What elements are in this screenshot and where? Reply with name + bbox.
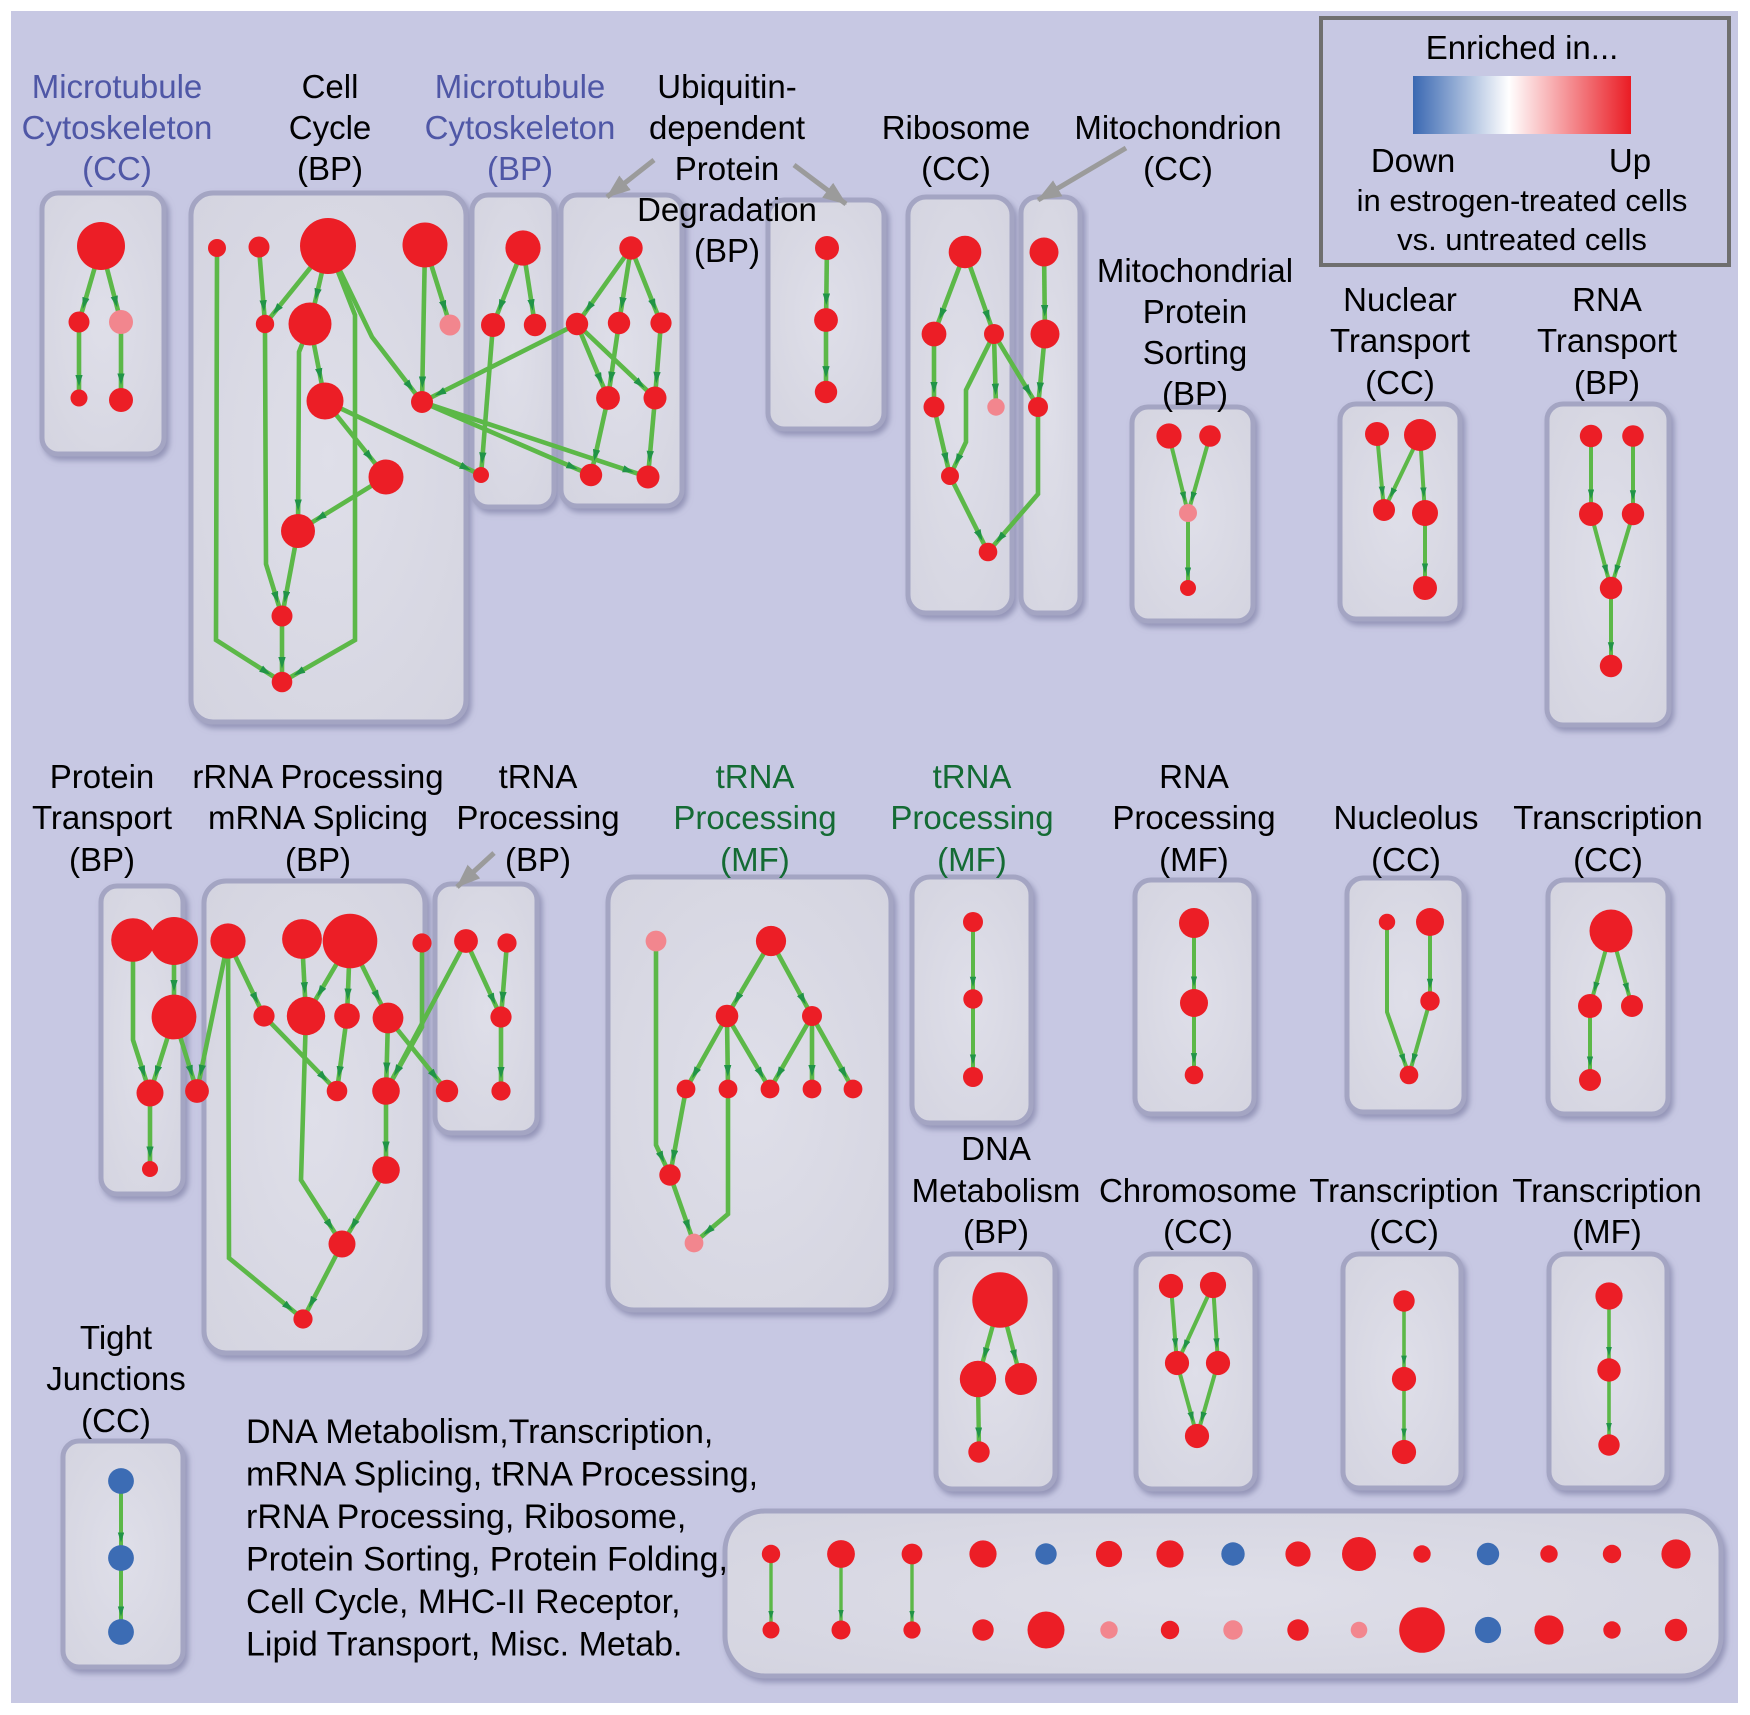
svg-text:(CC): (CC) <box>1143 150 1213 187</box>
svg-text:RNA: RNA <box>1572 281 1642 318</box>
svg-text:Transport: Transport <box>1537 322 1677 359</box>
svg-text:(CC): (CC) <box>921 150 991 187</box>
svg-text:Enriched in...: Enriched in... <box>1426 29 1619 66</box>
svg-text:Processing: Processing <box>456 799 619 836</box>
svg-text:vs. untreated cells: vs. untreated cells <box>1397 222 1647 257</box>
svg-text:Protein: Protein <box>675 150 780 187</box>
svg-text:Transport: Transport <box>32 799 172 836</box>
svg-text:(BP): (BP) <box>69 841 135 878</box>
svg-text:Cell: Cell <box>302 68 359 105</box>
svg-text:(BP): (BP) <box>505 841 571 878</box>
svg-text:mRNA Splicing, tRNA Processing: mRNA Splicing, tRNA Processing, <box>246 1456 758 1494</box>
svg-text:Microtubule: Microtubule <box>435 68 606 105</box>
svg-text:Cytoskeleton: Cytoskeleton <box>425 109 616 146</box>
svg-text:(CC): (CC) <box>82 150 152 187</box>
svg-text:Mitochondrial: Mitochondrial <box>1097 252 1293 289</box>
svg-text:Cycle: Cycle <box>289 109 372 146</box>
svg-text:(CC): (CC) <box>1369 1213 1439 1250</box>
svg-text:Transcription: Transcription <box>1513 799 1703 836</box>
svg-text:Cytoskeleton: Cytoskeleton <box>22 109 213 146</box>
svg-text:rRNA Processing, Ribosome,: rRNA Processing, Ribosome, <box>246 1498 686 1536</box>
svg-text:Junctions: Junctions <box>46 1360 185 1397</box>
svg-text:tRNA: tRNA <box>499 758 578 795</box>
svg-text:Protein: Protein <box>50 758 155 795</box>
svg-text:(BP): (BP) <box>1162 375 1228 412</box>
svg-text:DNA: DNA <box>961 1130 1031 1167</box>
svg-text:(BP): (BP) <box>285 841 351 878</box>
svg-text:(MF): (MF) <box>1572 1213 1642 1250</box>
svg-text:mRNA Splicing: mRNA Splicing <box>208 799 428 836</box>
svg-text:Transcription: Transcription <box>1512 1172 1702 1209</box>
svg-text:Sorting: Sorting <box>1143 334 1248 371</box>
svg-text:(CC): (CC) <box>1573 841 1643 878</box>
svg-text:(MF): (MF) <box>937 841 1007 878</box>
svg-text:tRNA: tRNA <box>933 758 1012 795</box>
svg-text:RNA: RNA <box>1159 758 1229 795</box>
svg-text:Tight: Tight <box>80 1319 152 1356</box>
svg-text:Transport: Transport <box>1330 322 1470 359</box>
svg-text:Degradation: Degradation <box>637 191 817 228</box>
svg-text:DNA Metabolism,Transcription,: DNA Metabolism,Transcription, <box>246 1413 713 1451</box>
svg-text:(CC): (CC) <box>1163 1213 1233 1250</box>
svg-text:Mitochondrion: Mitochondrion <box>1074 109 1281 146</box>
svg-text:Ubiquitin-: Ubiquitin- <box>657 68 796 105</box>
svg-text:Microtubule: Microtubule <box>32 68 203 105</box>
svg-text:rRNA Processing: rRNA Processing <box>192 758 443 795</box>
svg-text:dependent: dependent <box>649 109 805 146</box>
svg-text:Metabolism: Metabolism <box>912 1172 1081 1209</box>
svg-text:(MF): (MF) <box>720 841 790 878</box>
svg-text:tRNA: tRNA <box>716 758 795 795</box>
svg-text:(BP): (BP) <box>297 150 363 187</box>
svg-text:Processing: Processing <box>673 799 836 836</box>
svg-text:(CC): (CC) <box>81 1402 151 1439</box>
svg-text:Down: Down <box>1371 142 1455 179</box>
svg-text:(BP): (BP) <box>1574 364 1640 401</box>
svg-text:Processing: Processing <box>890 799 1053 836</box>
svg-text:Up: Up <box>1609 142 1651 179</box>
svg-text:(CC): (CC) <box>1365 364 1435 401</box>
svg-text:Chromosome: Chromosome <box>1099 1172 1297 1209</box>
svg-text:Transcription: Transcription <box>1309 1172 1499 1209</box>
svg-text:(MF): (MF) <box>1159 841 1229 878</box>
svg-text:Processing: Processing <box>1112 799 1275 836</box>
svg-text:Protein: Protein <box>1143 293 1248 330</box>
svg-text:Protein Sorting, Protein Foldi: Protein Sorting, Protein Folding, <box>246 1541 728 1579</box>
svg-text:in estrogen-treated cells: in estrogen-treated cells <box>1357 183 1688 218</box>
svg-text:Nucleolus: Nucleolus <box>1334 799 1479 836</box>
svg-text:(BP): (BP) <box>963 1213 1029 1250</box>
svg-text:Cell Cycle, MHC-II Receptor,: Cell Cycle, MHC-II Receptor, <box>246 1583 681 1621</box>
svg-text:(BP): (BP) <box>694 232 760 269</box>
svg-text:(CC): (CC) <box>1371 841 1441 878</box>
svg-text:Lipid Transport, Misc. Metab.: Lipid Transport, Misc. Metab. <box>246 1626 683 1664</box>
svg-text:Ribosome: Ribosome <box>882 109 1031 146</box>
svg-text:Nuclear: Nuclear <box>1343 281 1457 318</box>
svg-text:(BP): (BP) <box>487 150 553 187</box>
